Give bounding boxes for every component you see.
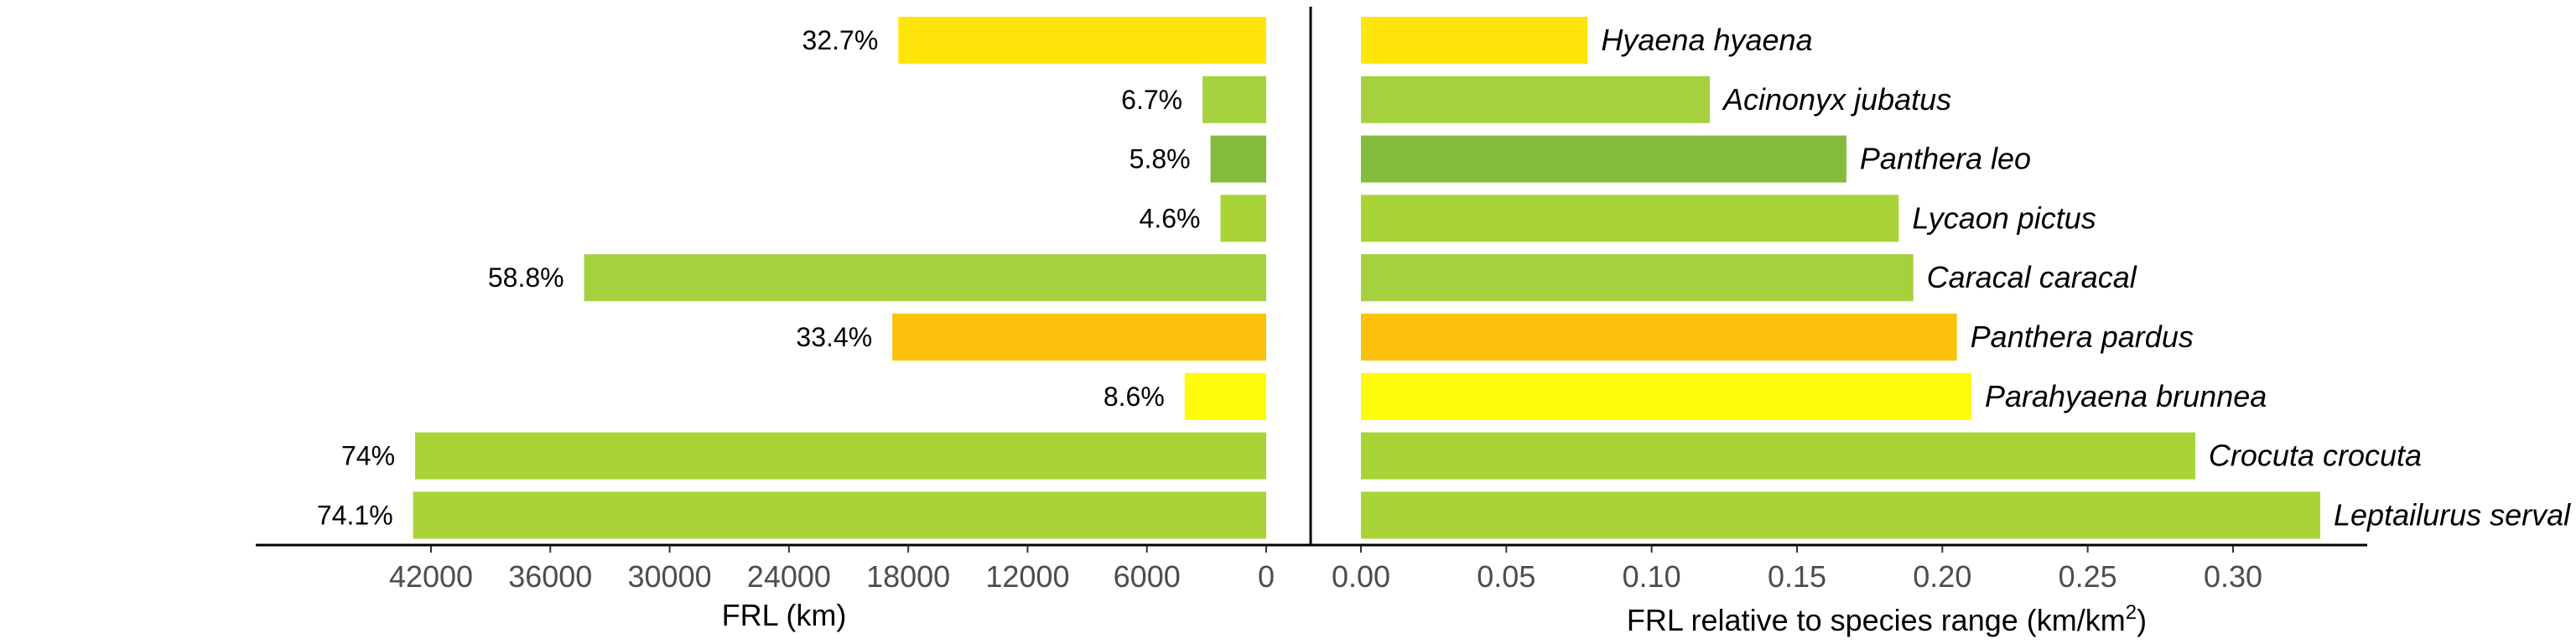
left-bar-leptailurus-serval (413, 491, 1267, 539)
species-label-parahyaena-brunnea: Parahyaena brunnea (1985, 379, 2267, 413)
left-bar-hyaena-hyaena (898, 17, 1266, 64)
left-pct-label-caracal-caracal: 58.8% (488, 262, 564, 293)
right-panel-frl-relative: Hyaena hyaena Acinonyx jubatus Panthera le… (1332, 17, 2571, 594)
left-pct-label-acinonyx-jubatus: 6.7% (1121, 85, 1182, 115)
right-bar-acinonyx-jubatus (1361, 75, 1710, 123)
right-axis-title-main: FRL relative to species range (km/km (1627, 603, 2126, 637)
left-pct-label-crocuta-crocuta: 74% (341, 441, 395, 471)
left-tick-label: 18000 (866, 559, 950, 594)
left-bar-caracal-caracal (584, 254, 1266, 302)
right-bar-panthera-leo (1361, 135, 1846, 183)
left-bar-crocuta-crocuta (415, 432, 1266, 480)
left-bar-panthera-pardus (892, 314, 1266, 361)
left-pct-label-lycaon-pictus: 4.6% (1140, 203, 1201, 233)
left-pct-label-panthera-leo: 5.8% (1130, 144, 1191, 174)
left-bar-panthera-leo (1210, 135, 1266, 183)
right-bar-caracal-caracal (1361, 254, 1914, 302)
species-label-hyaena-hyaena: Hyaena hyaena (1601, 23, 1812, 57)
right-bar-panthera-pardus (1361, 314, 1957, 361)
right-axis-title-sup: 2 (2126, 601, 2137, 624)
left-tick-label: 12000 (985, 559, 1069, 594)
right-tick-label: 0.05 (1477, 559, 1535, 594)
left-tick-label: 36000 (508, 559, 592, 594)
right-bar-lycaon-pictus (1361, 195, 1899, 242)
left-tick-label: 30000 (628, 559, 712, 594)
left-tick-label: 42000 (389, 559, 473, 594)
right-tick-label: 0.30 (2204, 559, 2262, 594)
right-tick-label: 0.10 (1623, 559, 1681, 594)
left-pct-label-panthera-pardus: 33.4% (796, 322, 872, 352)
species-label-panthera-leo: Panthera leo (1860, 142, 2031, 176)
species-label-crocuta-crocuta: Crocuta crocuta (2209, 439, 2422, 473)
right-bar-crocuta-crocuta (1361, 432, 2195, 480)
species-label-caracal-caracal: Caracal caracal (1927, 260, 2137, 294)
right-bar-parahyaena-brunnea (1361, 372, 1971, 420)
species-label-leptailurus-serval: Leptailurus serval (2334, 497, 2571, 532)
right-bar-hyaena-hyaena (1361, 17, 1588, 64)
left-axis-title: FRL (km) (722, 598, 847, 632)
species-label-lycaon-pictus: Lycaon pictus (1912, 200, 2096, 235)
left-tick-label: 0 (1258, 559, 1275, 594)
right-tick-label: 0.00 (1332, 559, 1390, 594)
right-tick-label: 0.20 (1913, 559, 1971, 594)
right-tick-label: 0.15 (1768, 559, 1826, 594)
right-bar-leptailurus-serval (1361, 491, 2320, 539)
left-bar-acinonyx-jubatus (1202, 75, 1266, 123)
left-panel-frl-km: 32.7% 6.7% 5.8% 4.6% 58.8% 33.4% 8.6% 74% 74.1% 4… (317, 17, 1275, 594)
left-bar-lycaon-pictus (1220, 195, 1266, 242)
right-tick-label: 0.25 (2059, 559, 2117, 594)
species-label-acinonyx-jubatus: Acinonyx jubatus (1722, 82, 1951, 117)
right-axis-title-end: ) (2137, 603, 2147, 637)
species-label-panthera-pardus: Panthera pardus (1971, 319, 2194, 354)
left-pct-label-leptailurus-serval: 74.1% (317, 500, 393, 530)
right-axis-title: FRL relative to species range (km/km2) (1627, 601, 2147, 637)
left-tick-label: 6000 (1114, 559, 1181, 594)
left-pct-label-parahyaena-brunnea: 8.6% (1104, 382, 1165, 412)
left-pct-label-hyaena-hyaena: 32.7% (802, 25, 879, 55)
left-bar-parahyaena-brunnea (1184, 372, 1266, 420)
left-tick-label: 24000 (747, 559, 831, 594)
